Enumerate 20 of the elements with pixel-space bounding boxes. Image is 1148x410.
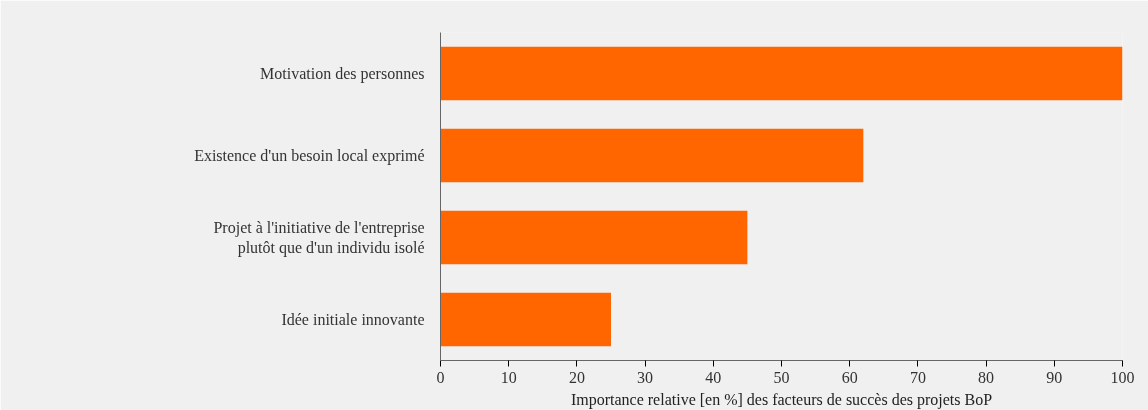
x-tick-label: 50 [773,368,790,386]
y-tick-label: Idée initiale innovante [281,311,425,328]
y-tick-label: Projet à l'initiative de l'entreprise plutôt que d'un individu isolé [213,218,425,258]
x-tick-label: 10 [500,368,517,386]
x-tick-label: 100 [1110,368,1135,386]
bar [440,128,864,183]
y-tick-label: Existence d'un besoin local exprimé [194,147,425,165]
x-tick-label: 60 [841,368,858,386]
x-tick-label: 80 [978,368,995,386]
x-tick-label: 30 [637,368,654,386]
bar [440,292,611,347]
x-tick-label: 70 [909,368,926,386]
x-tick-label: 20 [568,368,585,386]
x-tick-label: 90 [1046,368,1063,386]
bar [440,46,1123,101]
y-tick-label: Motivation des personnes [260,65,425,83]
x-tick-label: 0 [436,368,445,386]
x-axis-title: Importance relative [en %] des facteurs de succès des projets BoP [570,390,993,409]
x-tick-label: 40 [705,368,722,386]
bar [440,210,748,265]
